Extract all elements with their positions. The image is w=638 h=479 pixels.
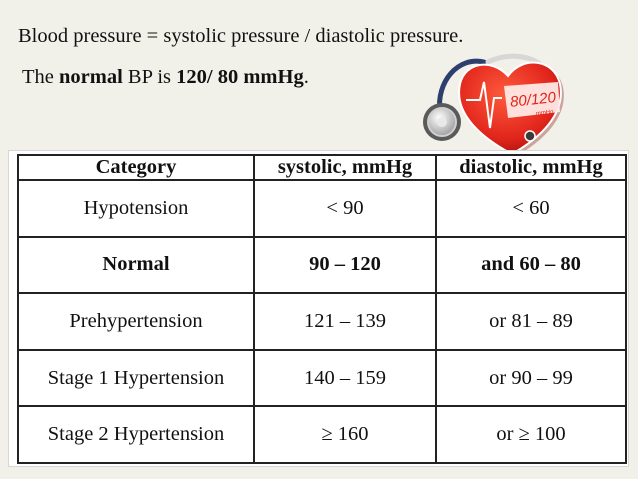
cell-category: Prehypertension [17,292,255,351]
cell-systolic: ≥ 160 [253,405,437,464]
table-row: Prehypertension 121 – 139 or 81 – 89 [17,292,627,351]
normal-bp-text: The normal BP is 120/ 80 mmHg. [22,66,309,89]
table-header-row: Category systolic, mmHg diastolic, mmHg [17,154,627,181]
cell-systolic: 90 – 120 [253,235,437,295]
bp-formula-text: Blood pressure = systolic pressure / dia… [18,25,464,47]
bp-table-panel: Category systolic, mmHg diastolic, mmHg … [8,150,629,467]
normal-prefix: The [22,66,59,88]
cell-category: Normal [17,235,255,295]
cell-systolic: 121 – 139 [253,292,437,351]
header-category: Category [17,154,255,181]
header-diastolic: diastolic, mmHg [435,154,627,181]
cell-category: Stage 1 Hypertension [17,348,255,408]
normal-bp-value: 120/ 80 mmHg [176,66,304,88]
cell-diastolic: or ≥ 100 [435,405,627,464]
heart-stethoscope-icon: 80/120 mmHg [423,53,564,157]
table-row: Stage 2 Hypertension ≥ 160 or ≥ 100 [17,405,627,464]
normal-mid: BP is [122,66,177,88]
cell-category: Stage 2 Hypertension [17,405,255,464]
cell-diastolic: or 81 – 89 [435,292,627,351]
table-row: Hypotension < 90 < 60 [17,179,627,238]
table-row: Normal 90 – 120 and 60 – 80 [17,235,627,295]
cell-diastolic: or 90 – 99 [435,348,627,408]
bp-category-table: Category systolic, mmHg diastolic, mmHg … [17,154,627,464]
header-systolic: systolic, mmHg [253,154,437,181]
cell-category: Hypotension [17,179,255,238]
bp-display-reading: 80/120 [509,89,557,111]
cell-systolic: 140 – 159 [253,348,437,408]
cell-diastolic: < 60 [435,179,627,238]
bp-display-unit: mmHg [536,109,554,117]
cell-diastolic: and 60 – 80 [435,235,627,295]
cell-systolic: < 90 [253,179,437,238]
table-row: Stage 1 Hypertension 140 – 159 or 90 – 9… [17,348,627,408]
normal-word: normal [59,66,123,88]
normal-suffix: . [303,66,309,88]
